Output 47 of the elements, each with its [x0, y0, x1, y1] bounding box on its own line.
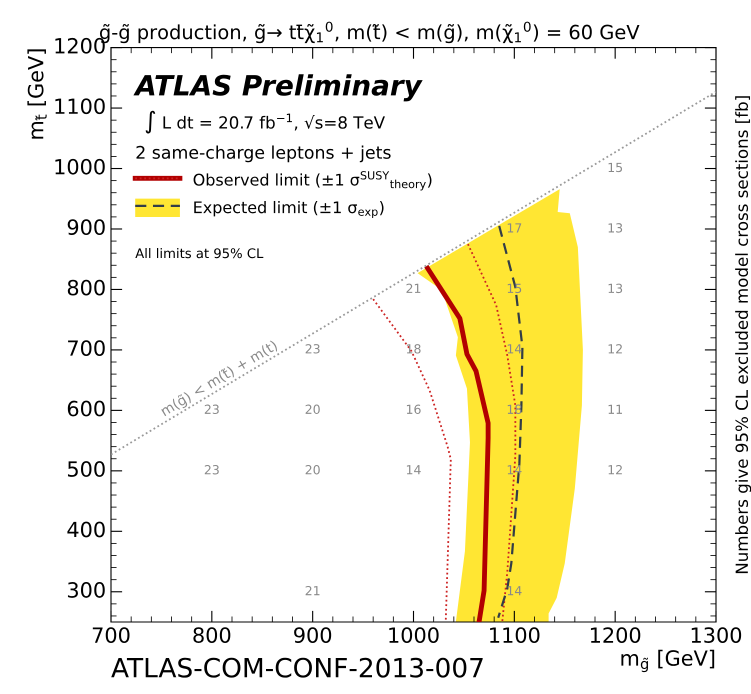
annotation: 11: [608, 404, 622, 414]
annotation: 20: [306, 404, 320, 414]
x-tick-label: 900: [294, 627, 332, 643]
annotation: 14: [508, 465, 522, 474]
x-tick-label: 1000: [389, 627, 439, 643]
annotation: 14: [406, 465, 421, 474]
annotation: 18: [406, 344, 421, 354]
annotation: 21: [306, 586, 320, 596]
y-tick-label: 1000: [55, 158, 105, 175]
annotation: 23: [204, 404, 219, 414]
y-tick-label: 1100: [55, 98, 105, 114]
annotation: 23: [306, 344, 320, 354]
text: ATLAS-COM-CONF-2013-007: [111, 658, 483, 678]
x-tick-label: 1100: [490, 627, 540, 643]
annotation: 15: [508, 284, 522, 294]
annotation: 23: [204, 465, 219, 474]
text: Numbers give 95% CL excluded model cross sections [fb]: [735, 96, 751, 574]
x-tick-label: 1200: [590, 627, 640, 643]
annotation: 14: [508, 344, 522, 354]
x-axis-title: m$_{g̃}$ [GeV]: [621, 650, 714, 672]
annotation: 15: [608, 162, 622, 172]
annotation: 13: [608, 284, 622, 294]
annotation: 21: [406, 284, 420, 293]
y-tick-label: 500: [68, 461, 105, 477]
annotation: 20: [306, 465, 320, 474]
annotation: 17: [508, 223, 522, 232]
annotation: 13: [608, 223, 622, 233]
y-tick-label: 300: [68, 582, 105, 598]
y-tick-label: 900: [68, 219, 105, 236]
y-tick-label: 600: [68, 400, 105, 416]
annotation: 14: [508, 586, 522, 596]
annotation: 12: [608, 344, 622, 354]
annotation: ∫ L dt = 20.7 fb$^{−1}$, √s=8 TeV: [146, 110, 385, 134]
annotation: 12: [608, 465, 622, 474]
y-tick-label: 800: [68, 280, 105, 296]
annotation: All limits at 95% CL: [135, 248, 264, 258]
x-tick-label: 1300: [692, 627, 742, 643]
x-tick-label: 700: [92, 627, 130, 643]
legend-label: Expected limit (±1 σ$_{exp}$): [194, 200, 384, 218]
y-tick-label: 400: [67, 522, 105, 538]
annotation: 2 same-charge leptons + jets: [136, 145, 391, 162]
annotation: ATLAS Preliminary: [133, 74, 423, 102]
annotation: 16: [406, 404, 421, 414]
y-axis-title: m$_{t̃}$ [GeV]: [27, 49, 47, 139]
legend-label: Observed limit (±1 σ$^{SUSY}$$_{theory}$): [194, 171, 432, 190]
y-tick-label: 700: [68, 340, 105, 356]
x-tick-label: 800: [193, 627, 230, 643]
